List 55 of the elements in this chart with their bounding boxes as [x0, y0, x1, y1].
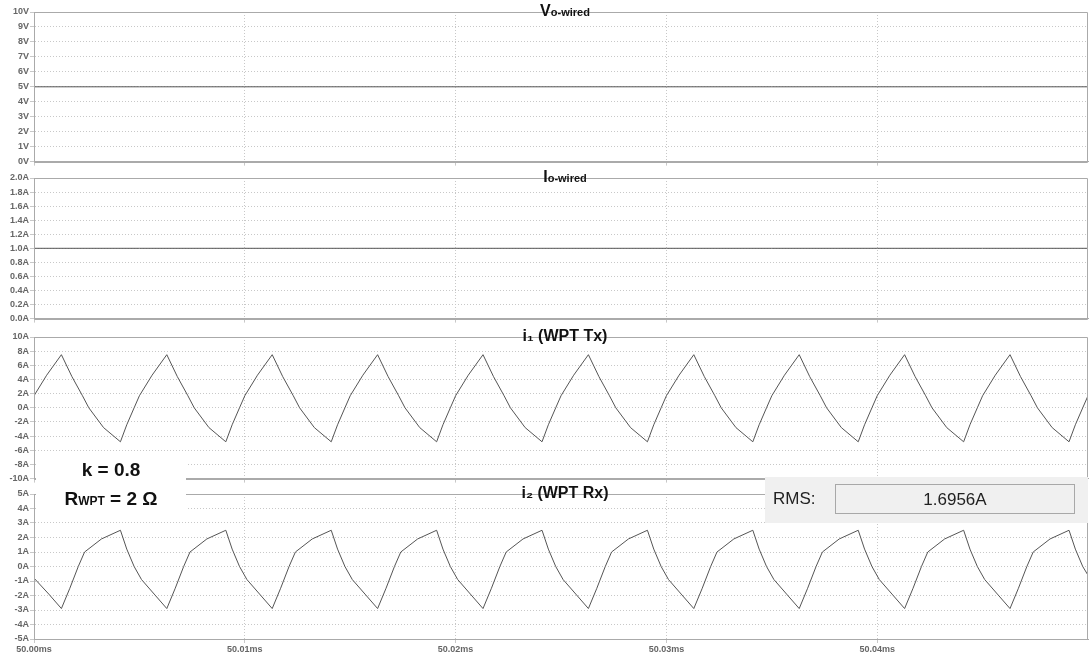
y-tick-label: 2.0A	[9, 172, 30, 183]
y-tick-label: -10A	[9, 473, 30, 484]
y-tick-label: -1A	[14, 575, 30, 586]
y-tick-label: 4A	[17, 502, 30, 513]
y-tick-label: 6V	[17, 66, 29, 77]
y-tick-label: 2A	[17, 531, 30, 542]
y-tick-label: 0A	[17, 560, 30, 571]
y-tick-label: 6A	[17, 359, 30, 370]
y-tick-label: 1A	[17, 546, 30, 557]
y-tick-label: 4V	[17, 96, 29, 107]
y-tick-label: 4A	[17, 373, 30, 384]
y-tick-label: -4A	[14, 430, 30, 441]
x-tick-label: 50.03ms	[648, 643, 685, 654]
y-tick-label: 7V	[17, 51, 29, 62]
y-tick-label: -2A	[14, 589, 30, 600]
x-tick-label: 50.01ms	[227, 643, 263, 654]
y-tick-label: -2A	[14, 416, 30, 427]
y-tick-label: 1.4A	[9, 214, 30, 225]
y-tick-label: -6A	[14, 444, 30, 455]
y-tick-label: 1.2A	[9, 228, 30, 239]
y-tick-label: 5A	[17, 488, 30, 499]
y-tick-label: 0.6A	[9, 270, 30, 281]
y-tick-label: 10V	[12, 6, 29, 17]
y-tick-label: 0.2A	[9, 299, 30, 310]
y-tick-label: 3A	[17, 517, 30, 528]
y-tick-label: 8A	[17, 345, 30, 356]
y-tick-label: 9V	[17, 21, 29, 32]
y-tick-label: 10A	[12, 331, 30, 342]
readout-panel: RMS: 1.6956A	[765, 477, 1088, 523]
y-tick-label: 2A	[17, 388, 30, 399]
y-tick-label: 1.8A	[9, 186, 30, 197]
y-tick-label: 3V	[17, 111, 29, 122]
y-tick-label: 2V	[17, 126, 29, 137]
y-tick-label: -3A	[14, 604, 30, 615]
y-tick-label: 1.0A	[9, 242, 30, 253]
x-tick-label: 50.00ms	[16, 643, 52, 654]
y-tick-label: 0.4A	[9, 284, 30, 295]
chart-title: i₂ (WPT Rx)	[520, 483, 610, 503]
annotation: RMS:	[773, 489, 816, 509]
x-tick-label: 50.02ms	[437, 643, 474, 654]
y-tick-label: 8V	[17, 36, 29, 47]
y-tick-label: -5A	[14, 633, 30, 644]
y-tick-label: 1V	[17, 141, 29, 152]
annotation: 1.6956A	[835, 484, 1075, 514]
chart-title: i₁ (WPT Tx)	[521, 326, 609, 346]
x-tick-label: 50.04ms	[859, 643, 895, 654]
y-tick-label: -8A	[14, 458, 30, 469]
y-tick-label: 5V	[17, 81, 29, 92]
y-tick-label: 0.0A	[9, 313, 30, 324]
y-tick-label: 0.8A	[9, 256, 30, 267]
y-tick-label: 1.6A	[9, 200, 30, 211]
y-tick-label: 0A	[17, 402, 30, 413]
y-tick-label: 0V	[17, 156, 29, 167]
annotation: k = 0.8	[80, 458, 142, 482]
y-tick-label: -4A	[14, 618, 30, 629]
